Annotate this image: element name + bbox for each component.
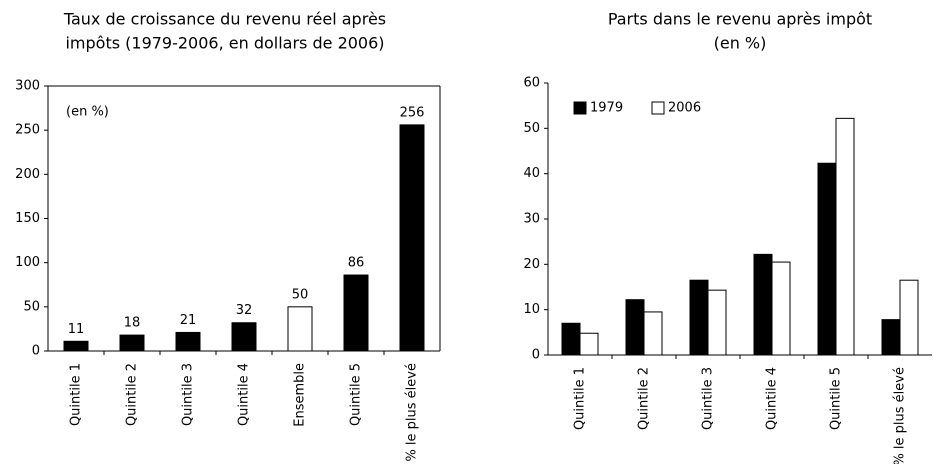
y-tick-label: 0 [532, 348, 540, 363]
bar [175, 331, 201, 352]
bar [689, 279, 709, 356]
bar [753, 253, 773, 356]
y-tick-label: 250 [15, 123, 40, 138]
bar [399, 124, 425, 352]
chart-title: Taux de croissance du revenu réel après [63, 10, 386, 29]
legend-swatch [573, 101, 587, 115]
x-tick-label: Quintile 1 [69, 363, 84, 426]
y-tick-label: 40 [523, 166, 540, 181]
x-tick-label: Quintile 3 [181, 363, 196, 426]
bar [881, 319, 901, 356]
y-tick-label: 10 [523, 302, 540, 317]
legend-swatch [651, 101, 665, 115]
legend-label: 1979 [590, 101, 623, 116]
x-tick-label: Quintile 5 [829, 367, 844, 430]
y-tick-label: 50 [23, 299, 40, 314]
bar [561, 322, 581, 356]
bar [231, 322, 257, 352]
x-tick-label: 1 % le plus élevé [893, 367, 908, 464]
bar [899, 279, 919, 356]
data-label: 256 [400, 105, 425, 120]
chart-title: Parts dans le revenu après impôt [608, 10, 872, 29]
bar [835, 117, 855, 356]
bar [625, 299, 645, 356]
y-tick-label: 20 [523, 257, 540, 272]
y-tick-label: 200 [15, 167, 40, 182]
x-tick-label: 1 % le plus élevé [405, 363, 420, 464]
bar [287, 306, 313, 352]
data-label: 18 [124, 316, 141, 331]
data-label: 86 [348, 256, 365, 271]
data-label: 50 [292, 287, 309, 302]
x-tick-label: Quintile 2 [637, 367, 652, 430]
y-tick-label: 60 [523, 76, 540, 91]
y-tick-label: 0 [32, 344, 40, 359]
y-tick-label: 100 [15, 255, 40, 270]
data-label: 11 [68, 322, 85, 337]
bar [771, 261, 791, 356]
x-tick-label: Quintile 1 [573, 367, 588, 430]
chart-title: (en %) [714, 34, 767, 53]
x-tick-label: Quintile 4 [237, 363, 252, 426]
annotation: (en %) [66, 105, 109, 120]
x-tick-label: Quintile 2 [125, 363, 140, 426]
bar [707, 289, 727, 356]
x-tick-label: Ensemble [293, 363, 308, 427]
data-label: 32 [236, 303, 253, 318]
bar [119, 334, 145, 352]
legend-label: 2006 [668, 101, 701, 116]
bar [343, 274, 369, 352]
bar [579, 332, 599, 356]
data-label: 21 [180, 313, 197, 328]
chart-title: impôts (1979-2006, en dollars de 2006) [65, 34, 384, 53]
bar [817, 162, 837, 356]
y-tick-label: 150 [15, 211, 40, 226]
bar [643, 311, 663, 356]
x-tick-label: Quintile 4 [765, 367, 780, 430]
y-tick-label: 300 [15, 79, 40, 94]
bar [63, 340, 89, 352]
x-tick-label: Quintile 5 [349, 363, 364, 426]
y-tick-label: 30 [523, 212, 540, 227]
y-tick-label: 50 [523, 121, 540, 136]
x-tick-label: Quintile 3 [701, 367, 716, 430]
